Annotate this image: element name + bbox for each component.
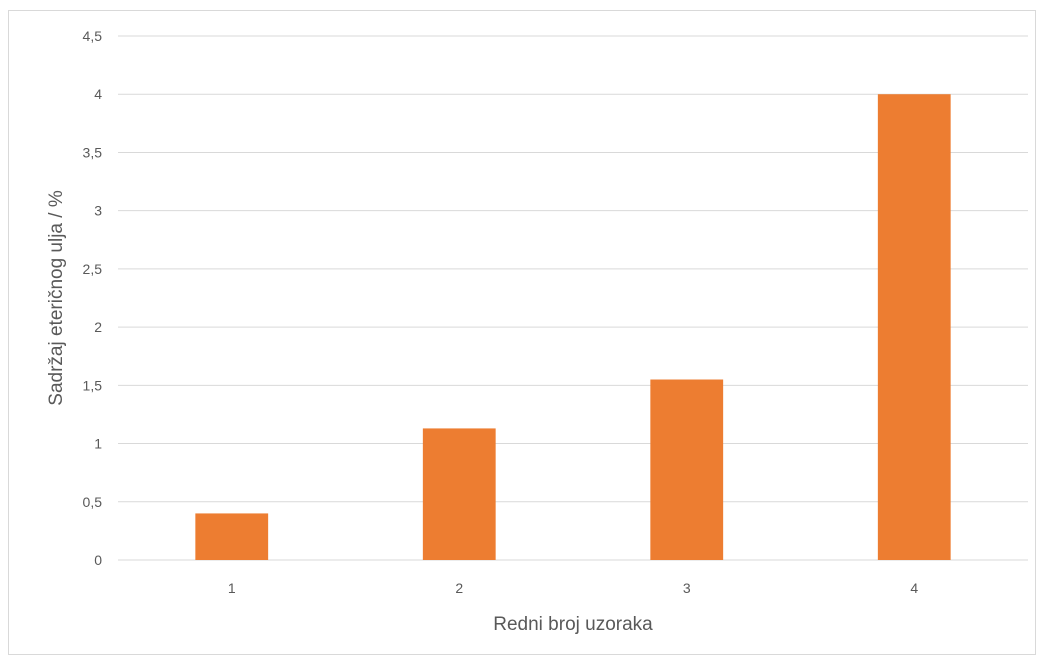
bar-sample-2 bbox=[422, 428, 496, 560]
gridlines bbox=[118, 35, 1028, 561]
x-tick-label: 1 bbox=[228, 580, 236, 596]
y-tick-label: 0 bbox=[94, 552, 102, 568]
x-tick-label: 3 bbox=[683, 580, 691, 596]
y-tick-label: 1,5 bbox=[83, 377, 103, 393]
bars bbox=[195, 94, 951, 560]
bar-sample-3 bbox=[650, 379, 724, 560]
x-axis-title: Redni broj uzoraka bbox=[493, 614, 653, 635]
y-tick-label: 2 bbox=[94, 319, 102, 335]
y-tick-label: 3 bbox=[94, 203, 102, 219]
y-tick-label: 3,5 bbox=[83, 144, 103, 160]
bar-sample-4 bbox=[877, 94, 951, 560]
x-tick-label: 2 bbox=[455, 580, 463, 596]
y-axis-title: Sadržaj eteričnog ulja / % bbox=[46, 190, 67, 406]
x-tick-label: 4 bbox=[910, 580, 918, 596]
y-tick-label: 2,5 bbox=[83, 261, 103, 277]
y-tick-labels: 0 0,5 1 1,5 2 2,5 3 3,5 4 4,5 bbox=[83, 28, 103, 568]
y-tick-label: 4,5 bbox=[83, 28, 103, 44]
x-tick-labels: 1 2 3 4 bbox=[228, 580, 919, 596]
y-tick-label: 0,5 bbox=[83, 494, 103, 510]
bar-sample-1 bbox=[195, 513, 269, 560]
y-tick-label: 1 bbox=[94, 436, 102, 452]
y-tick-label: 4 bbox=[94, 86, 102, 102]
chart-frame bbox=[8, 10, 1036, 655]
